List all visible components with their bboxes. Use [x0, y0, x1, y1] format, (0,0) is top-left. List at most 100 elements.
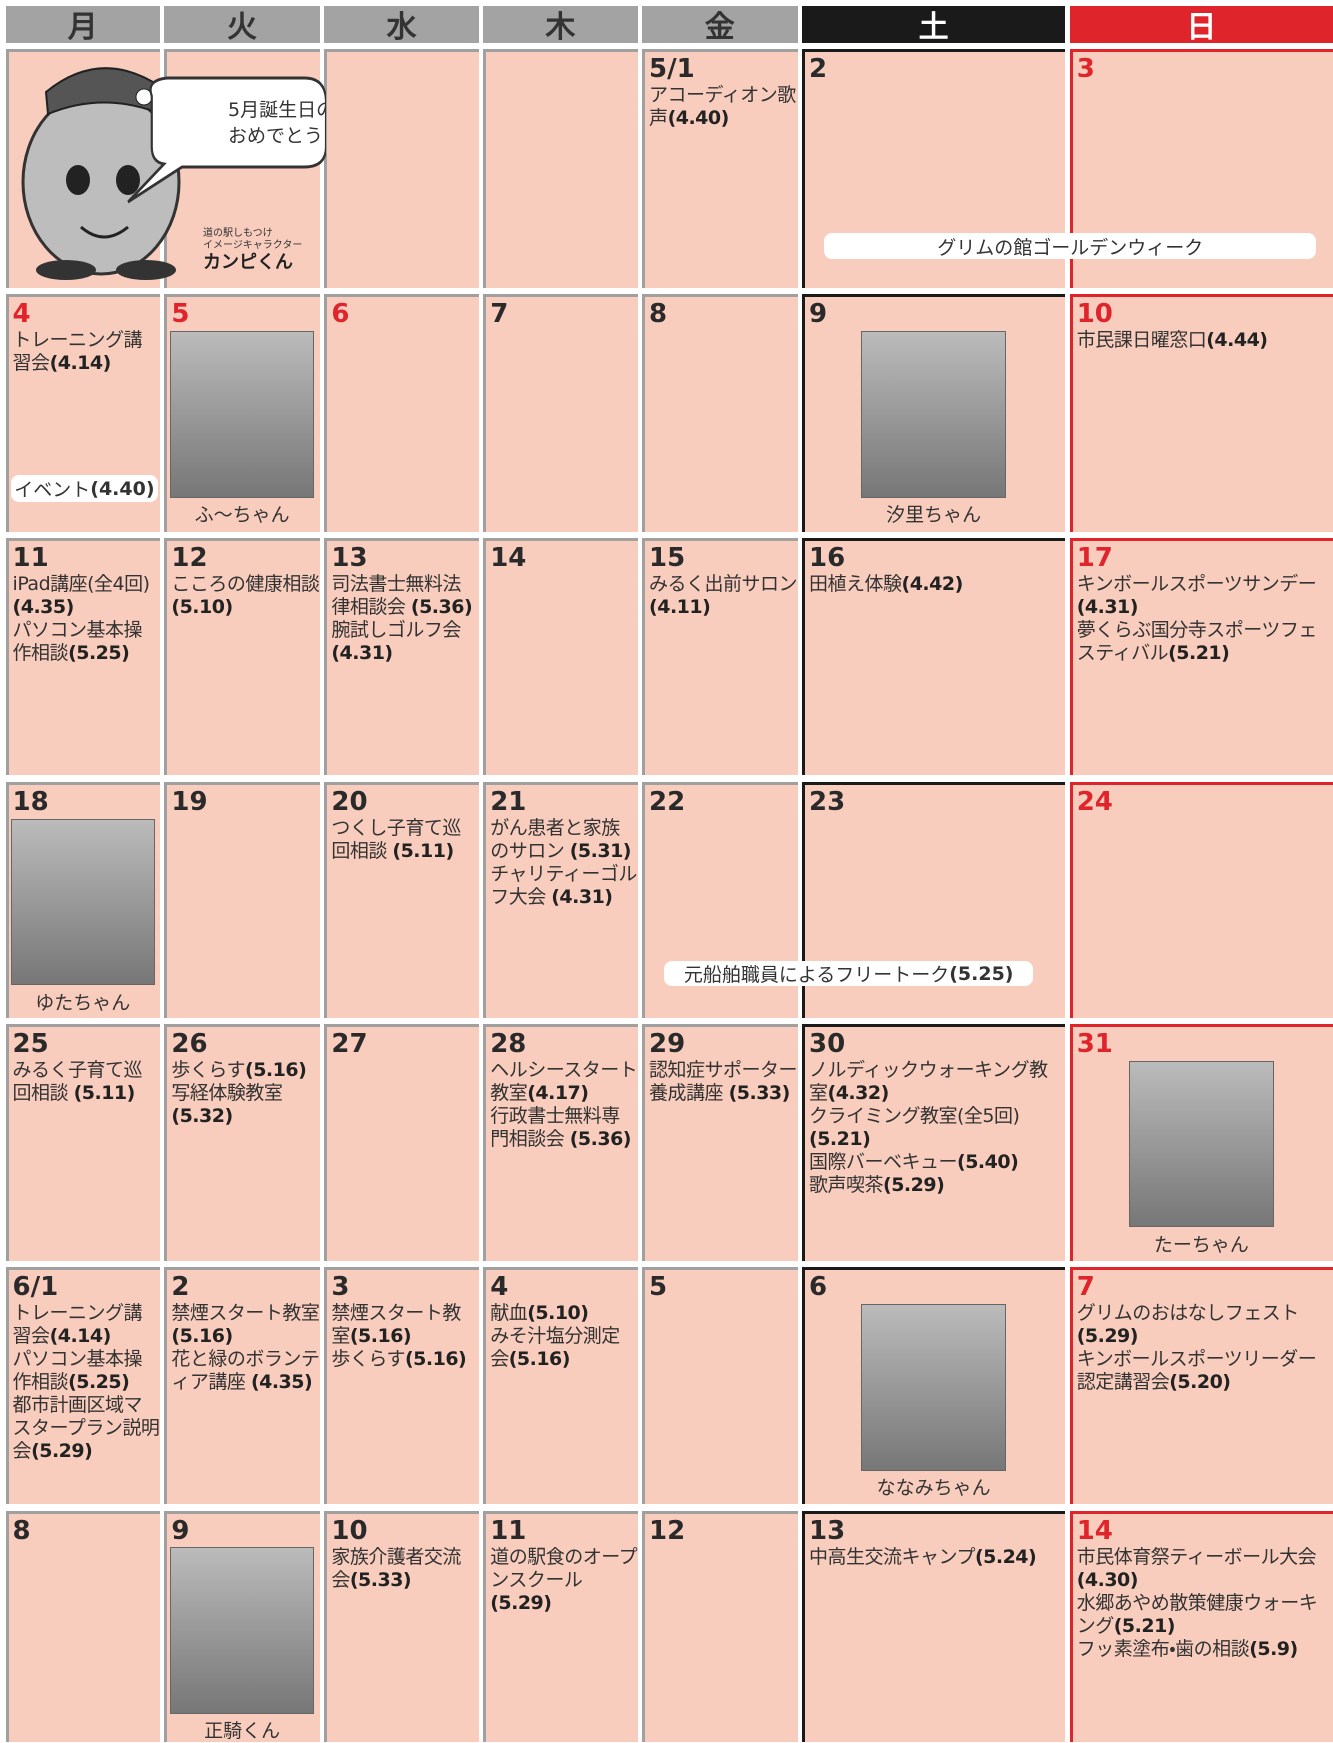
day-cell: 16 田植え体験(4.42)	[802, 537, 1066, 776]
day-number: 6	[331, 299, 350, 330]
event-ref: (4.32)	[827, 1082, 890, 1105]
day-number: 11	[12, 542, 49, 573]
event-ref: (5.16)	[349, 1325, 412, 1348]
event: 禁煙スタート教室(5.16)	[331, 1302, 478, 1348]
day-number: 10	[331, 1515, 368, 1546]
event: つくし子育て巡回相談 (5.11)	[331, 817, 478, 863]
day-number: 7	[490, 299, 509, 330]
event-ref: (5.16)	[245, 1059, 307, 1082]
event-ref: (5.10)	[171, 595, 233, 618]
day-number: 12	[171, 542, 208, 573]
day-cell: 24	[1069, 782, 1333, 1018]
event-ref: (5.21)	[809, 1128, 871, 1151]
day-number: 13	[809, 1515, 846, 1546]
event-name: 道の駅食のオープンスクール	[490, 1545, 638, 1591]
event-ref: (4.31)	[331, 641, 393, 664]
event-name: みそ汁塩分測定会	[490, 1325, 620, 1371]
event-ref: (5.40)	[957, 1151, 1019, 1174]
day-cell: 3 禁煙スタート教室(5.16) 歩くらす(5.16)	[324, 1267, 479, 1505]
event-name: パソコン基本操作相談	[12, 618, 143, 664]
event-ref: (5.29)	[883, 1174, 945, 1197]
event-name: 都市計画区域マスタープラン説明会	[12, 1394, 160, 1463]
event-name: キンボールスポーツリーダー認定講習会	[1076, 1348, 1317, 1394]
photo	[169, 331, 315, 498]
event-ref: (5.32)	[171, 1105, 233, 1128]
mascot-caption: 道の駅しもつけ	[203, 226, 273, 239]
day-number: 5	[171, 299, 190, 330]
event-name: 献血	[490, 1302, 528, 1325]
event-ref: (4.11)	[649, 595, 711, 618]
day-number: 23	[809, 787, 846, 818]
banner: グリムの館ゴールデンウィーク	[824, 233, 1317, 259]
event-ref: (5.16)	[508, 1348, 571, 1371]
event-ref: (4.31)	[551, 886, 613, 909]
mascot: 5月誕生日のみんな！ おめでとう 道の駅しもつけ イメージキャラクター カンピく…	[21, 67, 326, 280]
day-number: 25	[12, 1029, 49, 1060]
mascot-caption: イメージキャラクター	[203, 239, 302, 251]
day-cell: 29 認知症サポーター養成講座 (5.33)	[642, 1024, 798, 1261]
event: 田植え体験(4.42)	[809, 573, 1065, 596]
day-cell: 20 つくし子育て巡回相談 (5.11)	[324, 782, 479, 1018]
event-ref: (5.21)	[1113, 1614, 1176, 1637]
day-number: 5/1	[649, 53, 695, 84]
photo	[10, 818, 155, 986]
day-number: 24	[1076, 787, 1113, 818]
day-number: 6	[809, 1272, 828, 1303]
event-name: 国際バーベキュー	[809, 1151, 958, 1174]
day-number: 4	[490, 1272, 509, 1303]
event-name: 夢くらぶ国分寺スポーツフェスティバル	[1076, 618, 1318, 664]
event: キンボールスポーツリーダー認定講習会(5.20)	[1077, 1348, 1333, 1394]
event-ref: (5.29)	[1076, 1325, 1139, 1348]
event: 腕試しゴルフ会 (4.31)	[331, 619, 478, 665]
event: 写経体験教室 (5.32)	[171, 1082, 320, 1128]
event: 歩くらす(5.16)	[331, 1348, 478, 1371]
day-number: 6/1	[12, 1272, 59, 1303]
day-number: 22	[649, 787, 686, 818]
photo-caption: 正騎くん	[204, 1720, 281, 1743]
day-cell: 4 献血(5.10) みそ汁塩分測定会(5.16)	[483, 1267, 638, 1505]
event-name: 中高生交流キャンプ	[809, 1545, 975, 1568]
day-cell: 19	[164, 782, 320, 1018]
event: 司法書士無料法律相談会 (5.36)	[331, 573, 478, 619]
photo	[861, 331, 1006, 498]
event: トレーニング講習会(4.14)	[13, 329, 160, 375]
event-ref: (4.30)	[1076, 1568, 1139, 1591]
event: パソコン基本操作相談(5.25)	[13, 619, 160, 665]
event-ref: (5.10)	[527, 1302, 589, 1325]
day-cell: 13 中高生交流キャンプ(5.24)	[802, 1510, 1066, 1742]
day-cell: 21 がん患者と家族のサロン (5.31) チャリティーゴルフ大会 (4.31)	[483, 782, 638, 1018]
event-name: 禁煙スタート教室	[331, 1302, 461, 1348]
photo-caption: ゆたちゃん	[35, 991, 131, 1014]
weekday-header: 水	[324, 5, 479, 45]
event: 行政書士無料専門相談会 (5.36)	[490, 1105, 637, 1151]
day-cell: 8	[5, 1510, 160, 1742]
day-cell: 6	[324, 294, 479, 533]
day-number: 15	[649, 542, 686, 573]
event: 歩くらす(5.16)	[171, 1059, 320, 1082]
day-number: 31	[1076, 1029, 1113, 1060]
event-ref: (5.29)	[490, 1591, 552, 1614]
event-ref: (5.16)	[171, 1325, 233, 1348]
day-number: 20	[331, 787, 368, 818]
weekday-header: 金	[642, 5, 798, 45]
event-ref: (5.21)	[1168, 641, 1230, 664]
event-ref: (5.36)	[410, 595, 473, 618]
event-ref: (4.42)	[901, 572, 964, 595]
event-ref: (5.24)	[974, 1545, 1037, 1568]
event-name: 司法書士無料法律相談会	[331, 572, 461, 618]
event: こころの健康相談(5.10)	[171, 573, 320, 619]
event-ref: (4.35)	[250, 1371, 313, 1394]
day-cell: 7 グリムのおはなしフェスト (5.29) キンボールスポーツリーダー認定講習会(5…	[1069, 1267, 1333, 1505]
event: フッ素塗布・歯の相談(5.9)	[1077, 1638, 1333, 1661]
event-name: こころの健康相談	[171, 572, 320, 595]
event-name: 写経体験教室	[171, 1082, 283, 1105]
event: 水郷あやめ散策健康ウォーキング(5.21)	[1077, 1592, 1333, 1638]
mascot-name: カンピくん	[203, 252, 293, 273]
banner: 元船舶職員によるフリートーク (5.25)	[664, 960, 1034, 987]
day-cell	[483, 48, 638, 288]
event-ref: (5.33)	[728, 1082, 791, 1105]
day-cell: 14 市民体育祭ティーボール大会 (4.30) 水郷あやめ散策健康ウォーキング(5.…	[1069, 1510, 1333, 1742]
event: iPad講座(全4回) (4.35)	[13, 573, 160, 619]
event: キンボールスポーツサンデー(4.31)	[1077, 573, 1333, 619]
event-name: キンボールスポーツサンデー	[1076, 572, 1317, 595]
